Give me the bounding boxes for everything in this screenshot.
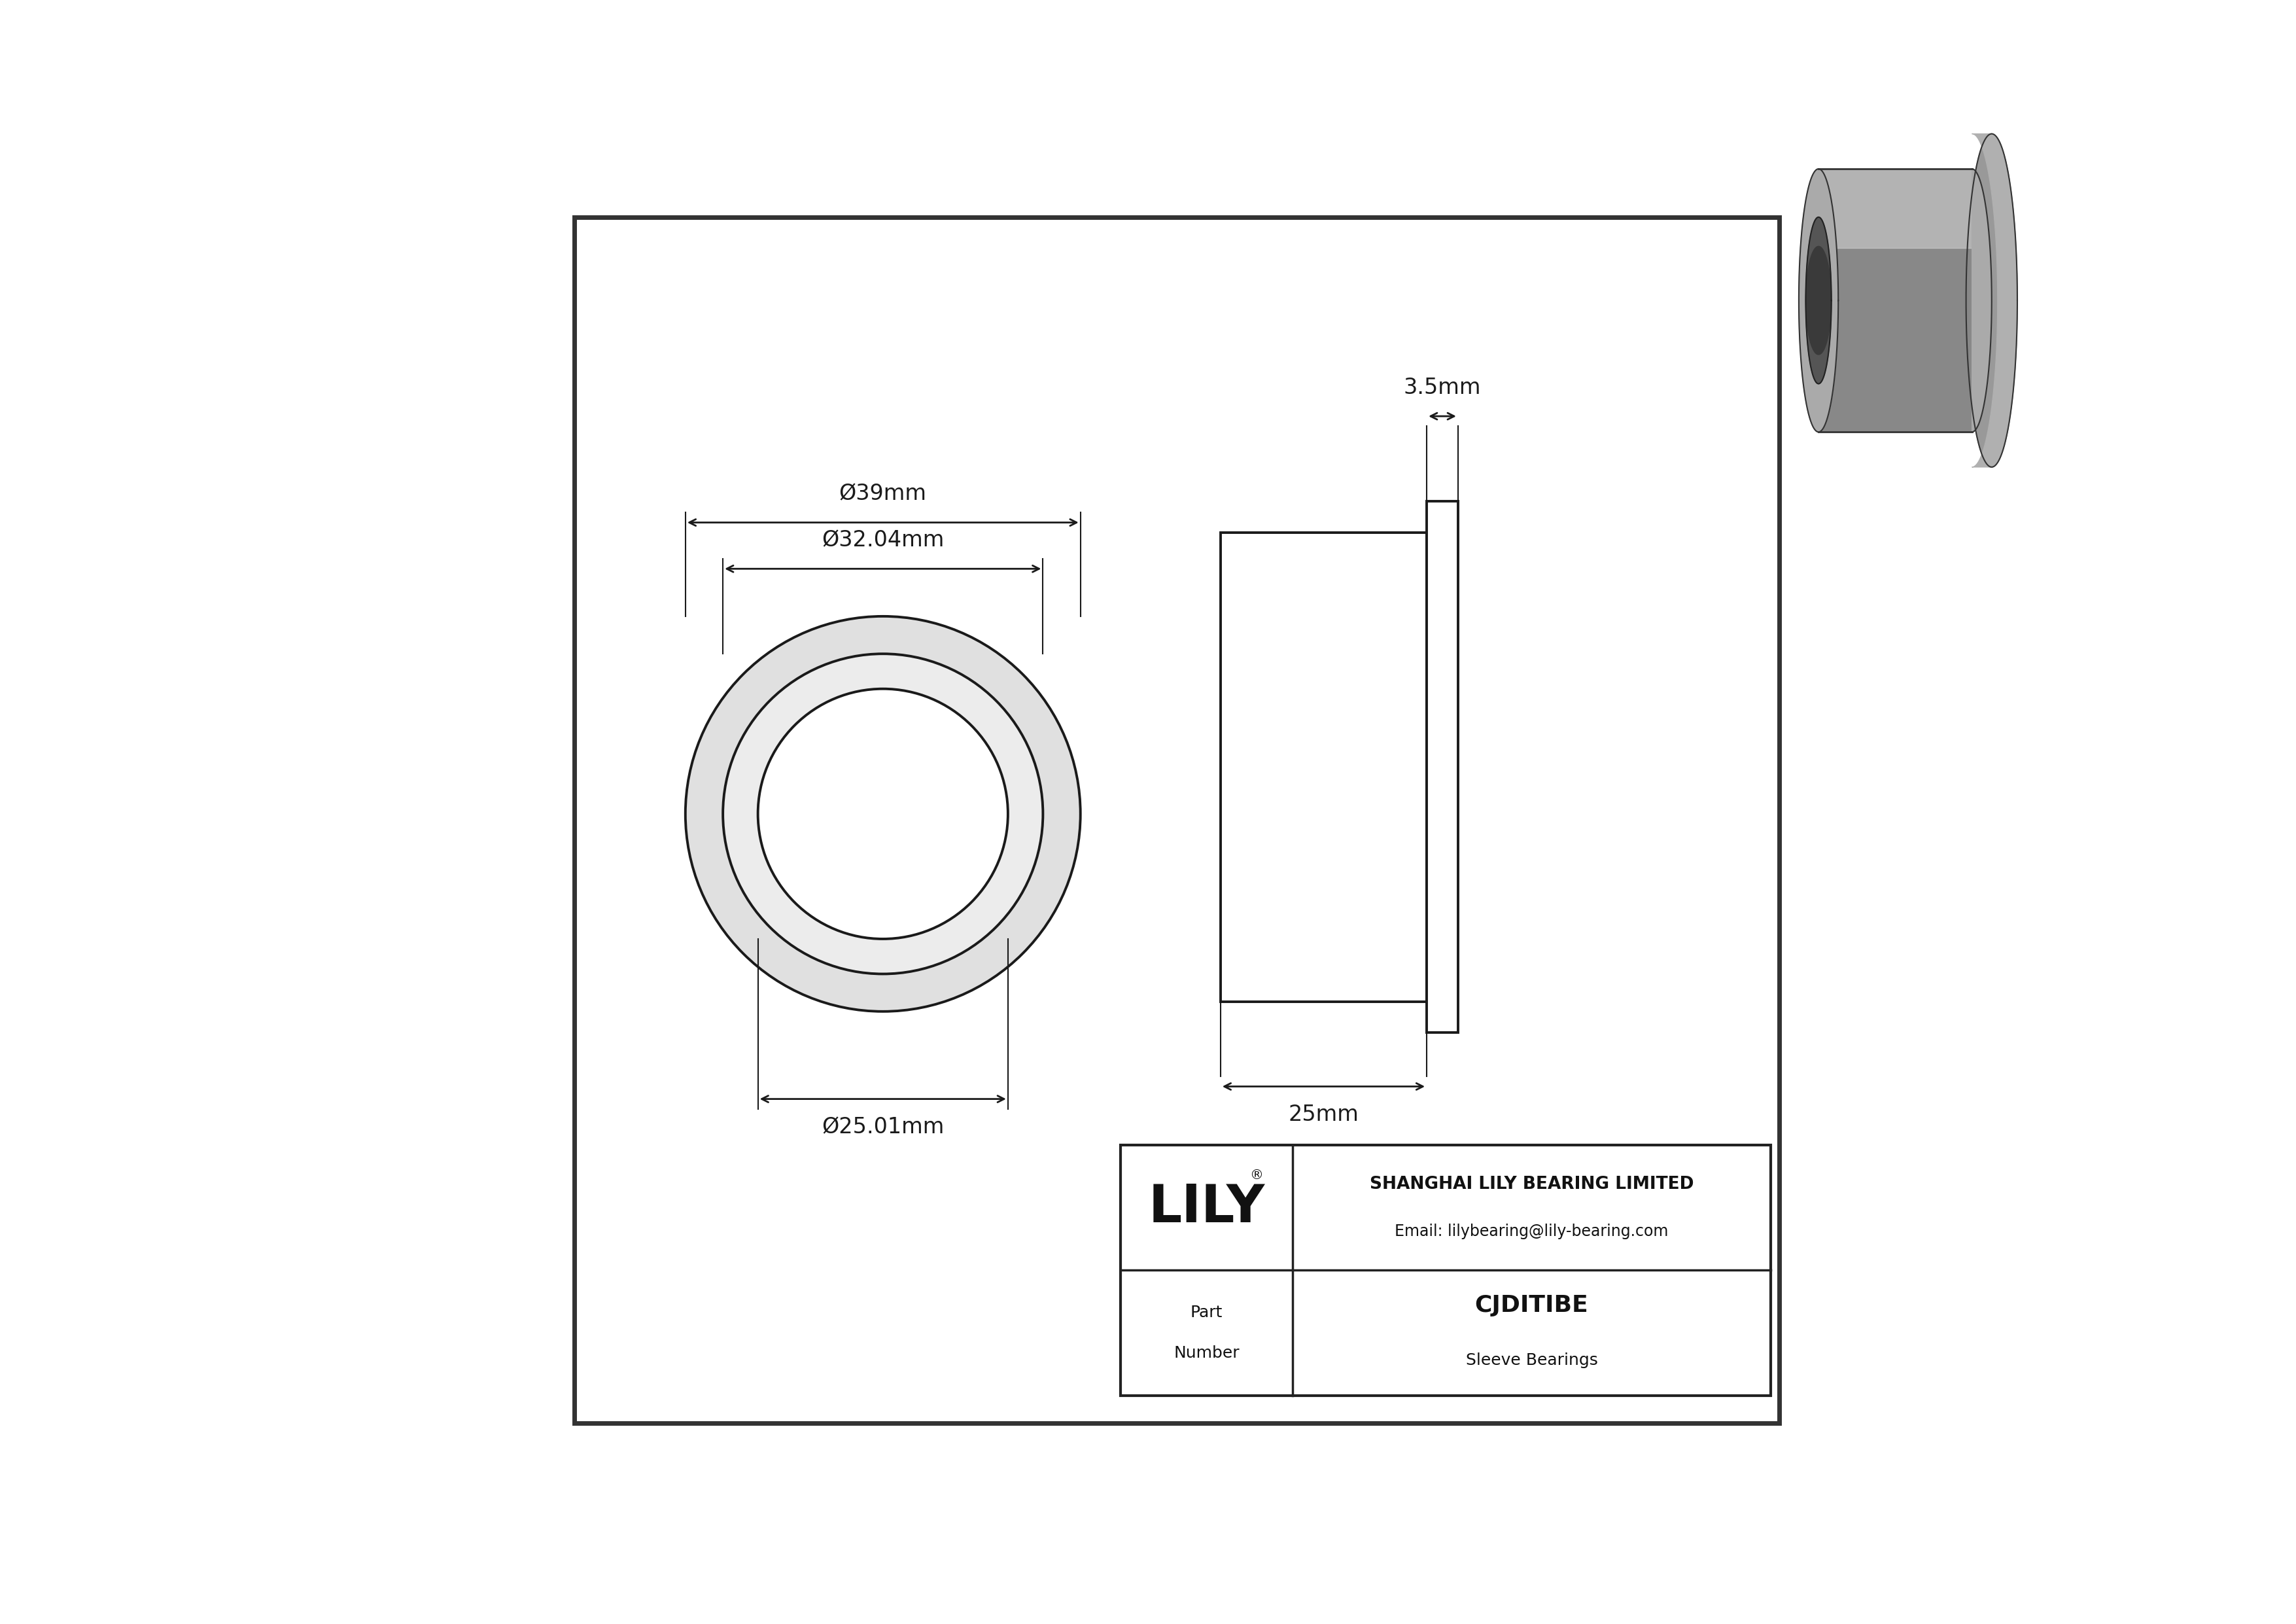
- Polygon shape: [1965, 133, 2018, 468]
- Text: Email: lilybearing@lily-bearing.com: Email: lilybearing@lily-bearing.com: [1394, 1223, 1669, 1239]
- Text: CJDITIBE: CJDITIBE: [1474, 1294, 1589, 1317]
- Text: Number: Number: [1173, 1345, 1240, 1361]
- Polygon shape: [1972, 133, 2018, 468]
- Polygon shape: [1972, 169, 1991, 432]
- Text: 3.5mm: 3.5mm: [1403, 377, 1481, 400]
- Text: ®: ®: [1249, 1169, 1263, 1182]
- Text: SHANGHAI LILY BEARING LIMITED: SHANGHAI LILY BEARING LIMITED: [1368, 1176, 1694, 1192]
- Bar: [1221, 533, 1426, 1002]
- Polygon shape: [1818, 169, 1972, 432]
- Bar: [1120, 1145, 1770, 1395]
- Text: Ø25.01mm: Ø25.01mm: [822, 1116, 944, 1138]
- Polygon shape: [1798, 169, 1839, 432]
- Polygon shape: [1805, 218, 1832, 383]
- Text: Ø39mm: Ø39mm: [838, 484, 928, 505]
- Text: Ø32.04mm: Ø32.04mm: [822, 529, 944, 551]
- Bar: [1426, 502, 1458, 1033]
- Polygon shape: [1805, 247, 1832, 354]
- Text: Part: Part: [1189, 1306, 1224, 1320]
- Text: LILY: LILY: [1148, 1182, 1265, 1233]
- Polygon shape: [1818, 169, 1972, 248]
- Text: Sleeve Bearings: Sleeve Bearings: [1465, 1353, 1598, 1367]
- Text: 25mm: 25mm: [1288, 1104, 1359, 1125]
- Polygon shape: [723, 654, 1042, 974]
- Polygon shape: [687, 615, 1081, 1012]
